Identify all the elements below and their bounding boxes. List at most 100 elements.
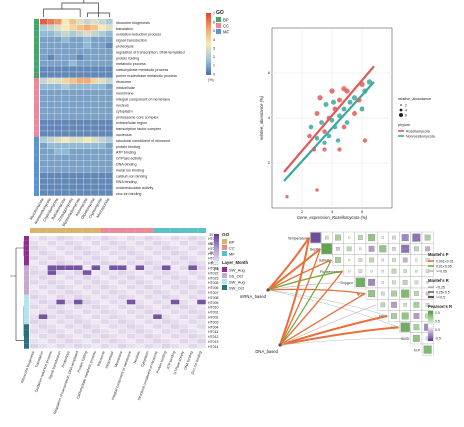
row-label: nucleus [116, 104, 129, 108]
heatmap-cell [118, 255, 127, 261]
heatmap-cell [76, 60, 84, 66]
y-tick-label: 2 [268, 161, 270, 165]
data-point [323, 101, 329, 108]
heatmap-cell [91, 30, 99, 37]
matrix-cell [368, 290, 376, 298]
heatmap-cell [91, 236, 101, 241]
heatmap-cell [144, 329, 153, 334]
go-group-strip-cell [34, 95, 39, 102]
data-point [344, 120, 350, 125]
heatmap-cell [74, 240, 83, 246]
color-scale-bar [214, 234, 219, 264]
heatmap-cell [82, 334, 92, 339]
go-legend-label: MF [223, 30, 229, 35]
heatmap-cell [38, 250, 48, 256]
heatmap-cell [47, 89, 55, 96]
mantel-link [279, 304, 377, 346]
mantel-link [267, 270, 343, 291]
heatmap-cell [76, 24, 84, 31]
go-group-strip-cell [34, 178, 39, 185]
heatmap-cell [65, 240, 74, 246]
heatmap-cell [109, 334, 118, 339]
matrix-cell [381, 258, 385, 262]
heatmap-cell [105, 30, 113, 37]
heatmap-cell [162, 245, 171, 251]
heatmap-cell [118, 334, 127, 339]
heatmap-cell [91, 154, 99, 161]
heatmap-cell [126, 280, 136, 285]
heatmap-cell [65, 309, 74, 315]
heatmap-cell [76, 54, 84, 60]
heatmap-cell [105, 48, 113, 55]
heatmap-cell [47, 314, 57, 319]
heatmap-cell [126, 245, 136, 251]
column-label: Structural constituent of ribosome [137, 351, 159, 401]
heatmap-cell [170, 270, 180, 275]
heatmap-cell [54, 131, 62, 137]
heatmap-cell [153, 260, 162, 266]
heatmap-cell [118, 285, 127, 290]
heatmap-cell [100, 324, 109, 329]
heatmap-cell [109, 343, 118, 349]
heatmap-cell [153, 304, 162, 310]
heatmap-cell [170, 236, 180, 241]
heatmap-cell [135, 245, 145, 251]
heatmap-cell [83, 131, 91, 137]
heatmap-cell [170, 319, 180, 324]
heatmap-cell [144, 275, 153, 280]
data-point [337, 147, 342, 152]
heatmap-cell [76, 172, 84, 178]
sample-label: HT009 [208, 301, 219, 305]
heatmap-cell [47, 78, 55, 84]
heatmap-cell [126, 309, 136, 315]
heatmap-cell [61, 137, 69, 143]
heatmap-cell [91, 334, 101, 339]
heatmap-cell [83, 24, 91, 31]
mantel-p-label: 0.001<0.01 [436, 259, 454, 263]
data-point [352, 111, 357, 116]
heatmap-cell [197, 343, 206, 349]
heatmap-cell [153, 255, 162, 261]
heatmap-cell [109, 304, 118, 310]
heatmap-cell [144, 240, 153, 246]
matrix-cell [413, 313, 420, 319]
heatmap-cell [188, 343, 197, 349]
layer-strip-cell [24, 294, 29, 300]
matrix-cell [426, 281, 429, 284]
matrix-cell [358, 235, 363, 240]
data-point [329, 117, 335, 123]
color-scale-tick: 5 [213, 29, 215, 33]
heatmap-cell [38, 236, 48, 241]
heatmap-cell [38, 280, 48, 285]
heatmap-cell [105, 60, 113, 66]
matrix-cell [415, 258, 418, 262]
data-point [317, 95, 323, 101]
heatmap-cell [98, 107, 106, 114]
heatmap-cell [38, 275, 48, 280]
heatmap-cell [98, 42, 106, 49]
heatmap-cell [56, 294, 65, 300]
heatmap-cell [100, 236, 109, 241]
heatmap-cell [197, 299, 206, 305]
heatmap-cell [188, 285, 197, 290]
heatmap-cell [56, 309, 65, 315]
go-column-bar [91, 228, 101, 233]
pearson-title: Pearson's R [428, 304, 452, 309]
variable-label: Temperature [288, 236, 308, 240]
sample-label: HT002 [208, 316, 219, 320]
heatmap-cell [69, 19, 77, 25]
heatmap-cell [100, 280, 109, 285]
heatmap-cell [126, 294, 136, 300]
heatmap-cell [47, 245, 57, 251]
row-label: protein folding [116, 56, 139, 60]
matrix-cell [358, 258, 363, 262]
heatmap-cell [179, 289, 189, 295]
heatmap-cell [30, 289, 39, 295]
go-legend-label: BP [229, 240, 235, 245]
heatmap-cell [153, 329, 162, 334]
matrix-cell [401, 312, 409, 320]
heatmap-cell [83, 72, 91, 78]
layer-strip-cell [24, 255, 29, 261]
heatmap-cell [76, 131, 84, 137]
heatmap-cell [74, 324, 83, 329]
